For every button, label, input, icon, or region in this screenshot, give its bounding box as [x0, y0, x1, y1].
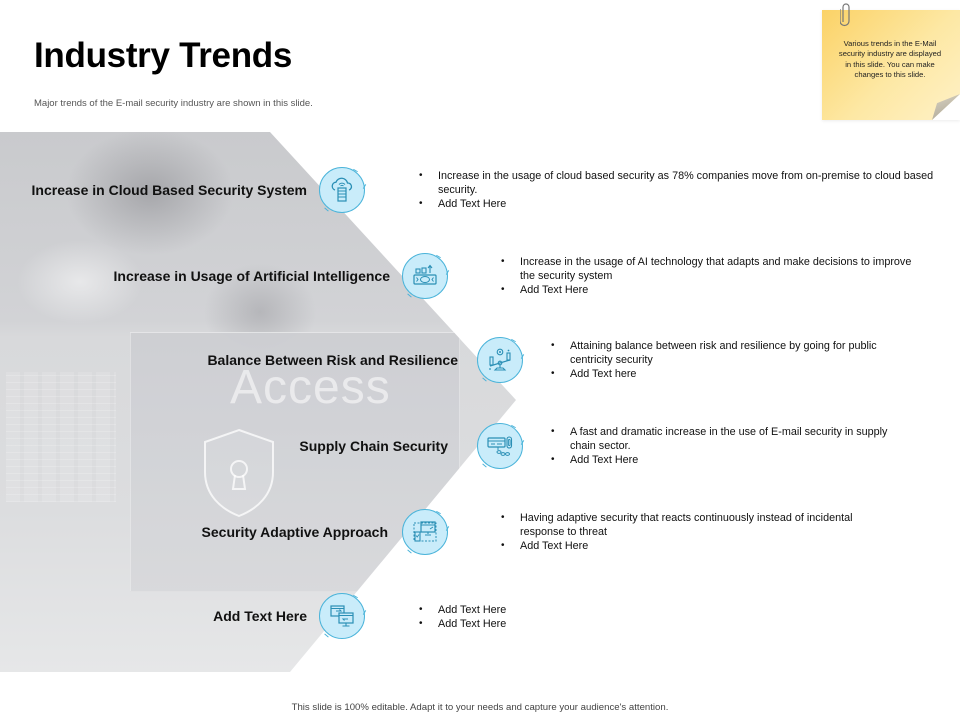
trend-bullets-risk: Attaining balance between risk and resil… [548, 339, 908, 381]
trend-icon-circle-adaptive [402, 509, 450, 555]
bullet-item: Add Text Here [416, 603, 616, 617]
background-photo: Access [0, 132, 516, 672]
photo-data-grid [6, 372, 116, 502]
chain-card-icon [487, 436, 513, 456]
trend-bullets-supply: A fast and dramatic increase in the use … [548, 425, 908, 467]
bullet-item: A fast and dramatic increase in the use … [548, 425, 908, 453]
trend-label-supply: Supply Chain Security [299, 438, 448, 454]
bullet-item: Attaining balance between risk and resil… [548, 339, 908, 367]
trend-bullets-adaptive: Having adaptive security that reacts con… [498, 511, 878, 553]
trend-bullets-cloud: Increase in the usage of cloud based sec… [416, 169, 936, 211]
trend-icon-circle-ai [402, 253, 450, 299]
bullet-item: Having adaptive security that reacts con… [498, 511, 878, 539]
shield-lock-icon [204, 428, 274, 518]
responsive-devices-icon [413, 521, 437, 542]
page-subtitle: Major trends of the E-mail security indu… [34, 98, 313, 109]
sticky-note-text: Various trends in the E-Mail security in… [838, 39, 942, 79]
trend-bullets-add-text: Add Text Here Add Text Here [416, 603, 616, 631]
trend-label-add-text: Add Text Here [213, 608, 307, 624]
cloud-server-icon [331, 177, 353, 202]
bullet-item: Increase in the usage of cloud based sec… [416, 169, 936, 197]
trend-icon-circle-add-text [319, 593, 367, 639]
bullet-item: Add Text here [548, 367, 908, 381]
trend-bullets-ai: Increase in the usage of AI technology t… [498, 255, 928, 297]
sticky-note: Various trends in the E-Mail security in… [822, 3, 960, 120]
bullet-item: Increase in the usage of AI technology t… [498, 255, 928, 283]
trend-icon-circle-supply [477, 423, 525, 469]
footer-note: This slide is 100% editable. Adapt it to… [291, 702, 669, 713]
trend-icon-circle-cloud [319, 167, 367, 213]
bullet-item: Add Text Here [416, 197, 936, 211]
paperclip-icon [840, 3, 850, 27]
bullet-item: Add Text Here [498, 283, 928, 297]
trend-icon-circle-risk [477, 337, 525, 383]
photo-access-text: Access [230, 361, 391, 414]
bullet-item: Add Text Here [548, 453, 908, 467]
page-title: Industry Trends [34, 36, 293, 75]
trend-label-ai: Increase in Usage of Artificial Intellig… [113, 268, 390, 284]
seesaw-balance-icon [489, 348, 511, 371]
bullet-item: Add Text Here [416, 617, 616, 631]
money-growth-icon [413, 264, 437, 285]
trend-label-adaptive: Security Adaptive Approach [201, 524, 388, 540]
trend-label-cloud: Increase in Cloud Based Security System [31, 182, 307, 198]
trend-label-risk: Balance Between Risk and Resilience [207, 352, 458, 368]
bullet-item: Add Text Here [498, 539, 878, 553]
monitors-sync-icon [330, 605, 354, 627]
